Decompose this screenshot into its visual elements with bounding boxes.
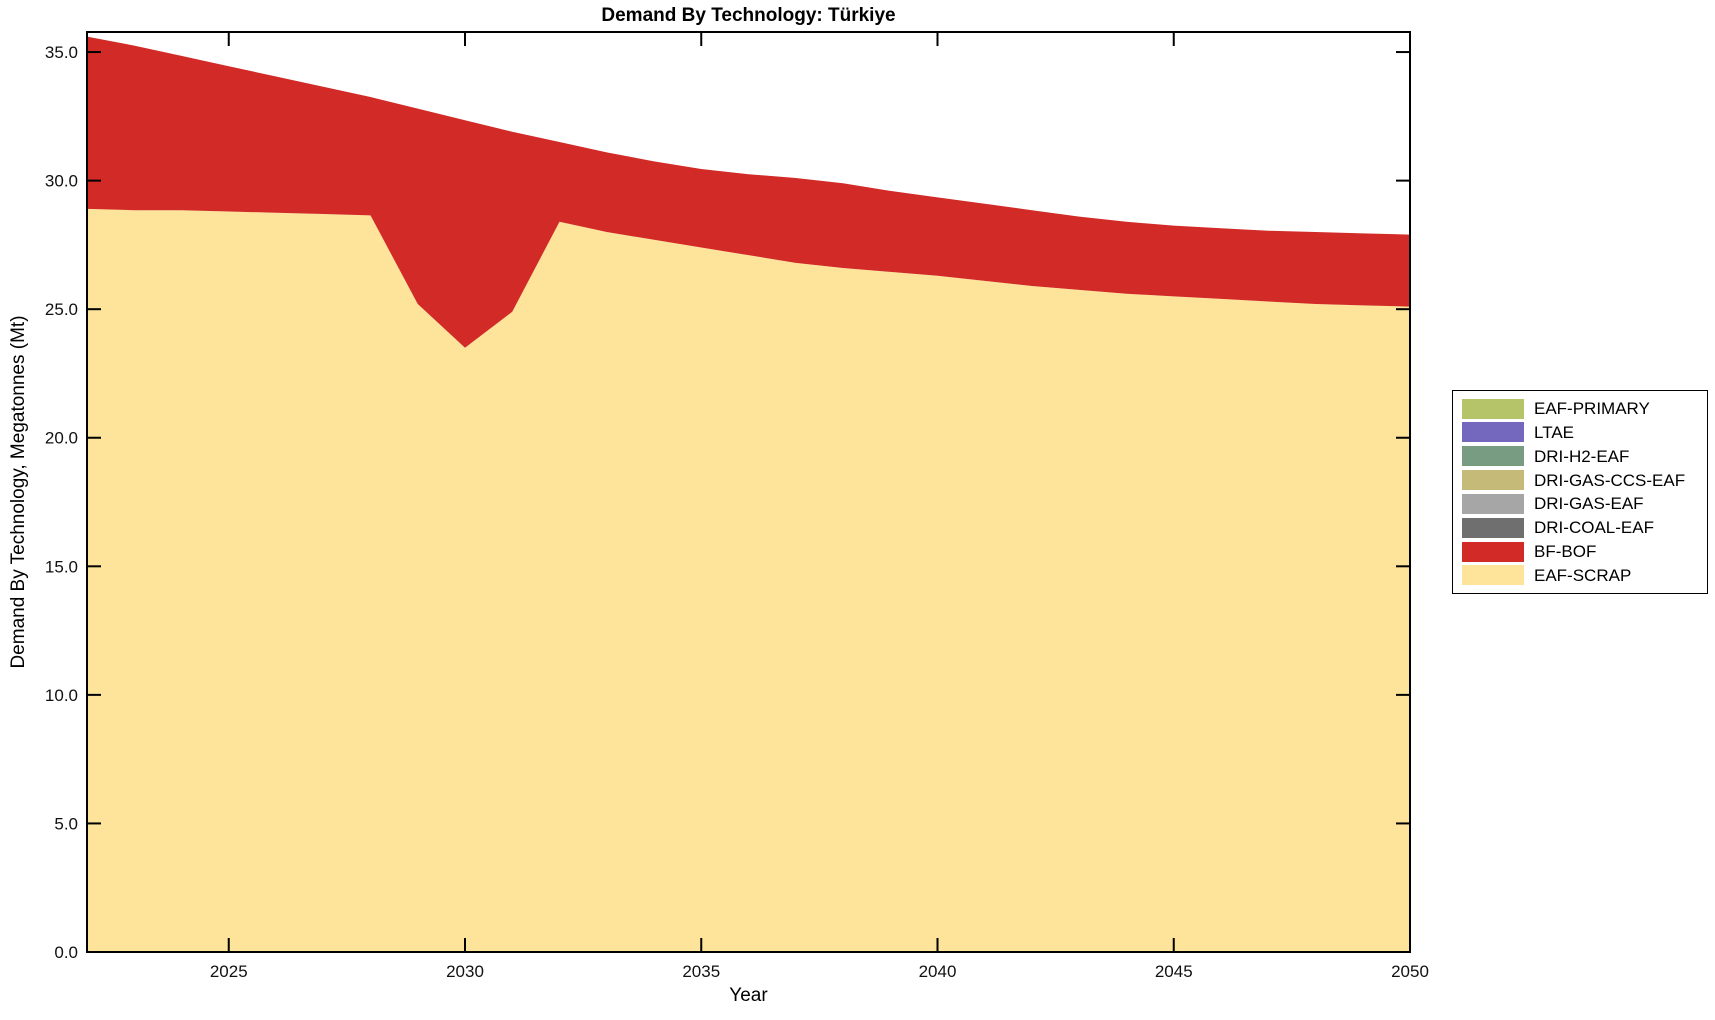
y-tick-label: 5.0 [54,814,78,833]
x-tick-label: 2030 [446,962,484,981]
chart-title: Demand By Technology: Türkiye [601,5,896,26]
legend-swatch-dri-gas-ccs-eaf [1462,470,1524,491]
legend-label: DRI-H2-EAF [1534,446,1630,466]
legend: EAF-PRIMARY LTAE DRI-H2-EAF DRI-GAS-CCS-EAF… [1452,390,1708,594]
legend-label: EAF-PRIMARY [1534,399,1650,418]
legend-item-dri-gas-eaf: DRI-GAS-EAF [1462,493,1698,514]
legend-swatch-eaf-primary [1462,398,1524,419]
y-tick-label: 20.0 [45,429,78,448]
x-tick-label: 2050 [1391,962,1429,981]
legend-swatch-ltae [1462,422,1524,443]
legend-item-eaf-scrap: EAF-SCRAP [1462,565,1698,586]
x-tick-label: 2040 [919,962,957,981]
area-eaf-scrap [87,208,1410,952]
x-tick-label: 2025 [210,962,248,981]
y-tick-label: 10.0 [45,686,78,705]
legend-label: DRI-GAS-EAF [1534,494,1644,514]
y-axis-label: Demand By Technology, Megatonnes (Mt) [8,315,29,669]
legend-item-ltae: LTAE [1462,422,1698,443]
legend-swatch-dri-gas-eaf [1462,493,1524,514]
legend-item-eaf-primary: EAF-PRIMARY [1462,398,1698,419]
legend-swatch-bf-bof [1462,541,1524,562]
legend-label: EAF-SCRAP [1534,565,1632,585]
y-tick-label: 30.0 [45,172,78,191]
legend-item-bf-bof: BF-BOF [1462,541,1698,562]
x-tick-label: 2045 [1155,962,1193,981]
legend-item-dri-gas-ccs-eaf: DRI-GAS-CCS-EAF [1462,470,1698,491]
legend-item-dri-h2-eaf: DRI-H2-EAF [1462,446,1698,467]
plot-frame [86,31,1411,953]
y-tick-label: 35.0 [45,43,78,62]
legend-swatch-eaf-scrap [1462,565,1524,586]
x-axis-label: Year [729,985,768,1006]
legend-label: LTAE [1534,422,1574,442]
y-tick-label: 15.0 [45,557,78,576]
y-tick-label: 25.0 [45,300,78,319]
legend-swatch-dri-coal-eaf [1462,517,1524,538]
legend-swatch-dri-h2-eaf [1462,446,1524,467]
x-tick-label: 2035 [682,962,720,981]
legend-label: DRI-GAS-CCS-EAF [1534,470,1686,490]
legend-item-dri-coal-eaf: DRI-COAL-EAF [1462,517,1698,538]
y-tick-label: 0.0 [54,943,78,962]
area-bf-bof [87,36,1410,348]
legend-label: BF-BOF [1534,542,1597,562]
legend-label: DRI-COAL-EAF [1534,518,1654,538]
